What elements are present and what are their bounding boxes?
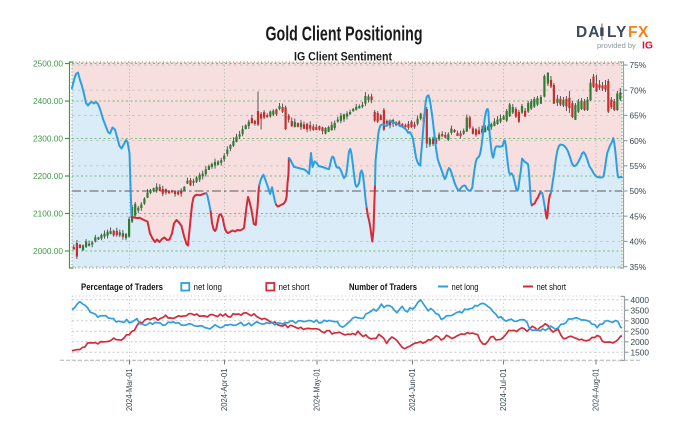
svg-text:2024-Jun-01: 2024-Jun-01 [408,368,417,411]
svg-text:60%: 60% [630,136,647,146]
svg-text:FX: FX [628,24,649,41]
svg-text:2000.00: 2000.00 [33,246,63,256]
svg-text:55%: 55% [630,161,647,171]
svg-text:2300.00: 2300.00 [33,134,63,144]
svg-text:50%: 50% [630,186,647,196]
svg-text:35%: 35% [630,262,647,272]
svg-text:provided by: provided by [597,41,636,50]
svg-text:net long: net long [194,282,223,293]
svg-text:2000: 2000 [631,337,650,347]
svg-text:4000: 4000 [631,295,650,305]
svg-text:2200.00: 2200.00 [33,171,63,181]
svg-text:IG Client Sentiment: IG Client Sentiment [294,50,392,64]
svg-text:3000: 3000 [631,316,650,326]
svg-text:net short: net short [537,282,567,293]
svg-text:2024-May-01: 2024-May-01 [313,368,322,411]
svg-text:65%: 65% [630,111,647,121]
svg-text:Number of Traders: Number of Traders [349,282,417,293]
svg-text:IG: IG [642,40,653,52]
svg-text:net long: net long [452,282,479,293]
svg-text:3500: 3500 [631,306,650,316]
svg-text:2400.00: 2400.00 [33,96,63,106]
svg-text:45%: 45% [630,211,647,221]
svg-text:70%: 70% [630,85,647,95]
svg-text:2024-Apr-01: 2024-Apr-01 [220,368,229,411]
svg-text:2100.00: 2100.00 [33,209,63,219]
svg-text:2500.00: 2500.00 [33,59,63,69]
svg-text:2024-Aug-01: 2024-Aug-01 [592,368,601,411]
svg-text:1500: 1500 [631,348,650,358]
svg-text:Gold Client Positioning: Gold Client Positioning [266,24,423,46]
svg-text:LY: LY [607,24,627,41]
svg-text:2024-Mar-01: 2024-Mar-01 [125,368,134,411]
svg-text:40%: 40% [630,237,647,247]
svg-text:DA: DA [576,24,600,41]
svg-text:2500: 2500 [631,327,650,337]
svg-text:75%: 75% [630,60,647,70]
svg-text:2024-Jul-01: 2024-Jul-01 [499,368,508,411]
svg-text:Percentage of Traders: Percentage of Traders [81,282,163,293]
svg-text:net short: net short [279,282,310,293]
